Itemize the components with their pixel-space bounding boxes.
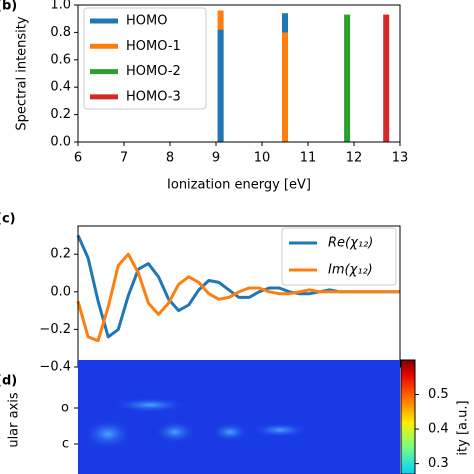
y-axis-label: Spectral intensity	[15, 16, 30, 130]
x-tick-label: 9	[212, 151, 220, 166]
x-tick-label: 8	[166, 151, 174, 166]
y-tick-label: 0.8	[50, 25, 71, 40]
x-tick-label: 11	[300, 151, 317, 166]
colorbar	[400, 359, 416, 474]
panel-label: (d)	[0, 374, 17, 389]
y-tick-label: 0.6	[50, 52, 71, 67]
colorbar-tick-label: 0.3	[428, 456, 449, 471]
bar	[344, 14, 351, 143]
x-tick-label: 7	[120, 151, 128, 166]
colorbar-tick-label: 0.5	[428, 387, 449, 402]
y-tick-label: 0.2	[50, 247, 71, 262]
heatmap-blob	[82, 418, 134, 450]
legend-label: HOMO	[126, 14, 167, 29]
bar	[217, 29, 224, 142]
colorbar-label: ity [a.u.]	[456, 400, 471, 455]
heatmap-background	[78, 360, 400, 474]
heatmap-blob	[250, 422, 310, 438]
legend-label: HOMO-2	[126, 64, 181, 79]
y-tick-label: −0.2	[39, 322, 71, 337]
legend-label: Re(χ₁₂)	[328, 236, 373, 251]
series-line	[76, 252, 400, 343]
x-tick-label: 13	[392, 151, 409, 166]
y-tick-label: o	[61, 401, 69, 416]
y-tick-label: 0.4	[50, 80, 71, 95]
y-axis-label: ular axis	[7, 392, 22, 448]
legend-label: HOMO-3	[126, 89, 181, 104]
y-tick-label: 0.0	[50, 284, 71, 299]
heatmap-blob	[153, 420, 197, 444]
bar	[282, 32, 288, 142]
axes-frame	[77, 4, 401, 143]
colorbar-tick-label: 0.4	[428, 422, 449, 437]
bar	[383, 14, 390, 143]
heatmap-blob	[110, 397, 190, 413]
heatmap-blob	[210, 422, 250, 442]
x-tick-label: 6	[74, 151, 82, 166]
y-tick-label: 0.2	[50, 107, 71, 122]
x-tick-label: 10	[254, 151, 271, 166]
y-tick-label: 0.0	[50, 135, 71, 150]
panel-label: (c)	[0, 212, 16, 227]
y-tick-label: c	[62, 437, 69, 452]
legend-box	[83, 7, 207, 110]
legend-label: HOMO-1	[126, 39, 181, 54]
panel-label: (b)	[0, 0, 17, 14]
x-tick-label: 12	[346, 151, 363, 166]
y-tick-label: −0.4	[39, 360, 71, 375]
y-tick-label: 1.0	[50, 0, 71, 13]
legend-label: Im(χ₁₂)	[328, 263, 373, 278]
x-axis-label: Ionization energy [eV]	[167, 178, 311, 193]
